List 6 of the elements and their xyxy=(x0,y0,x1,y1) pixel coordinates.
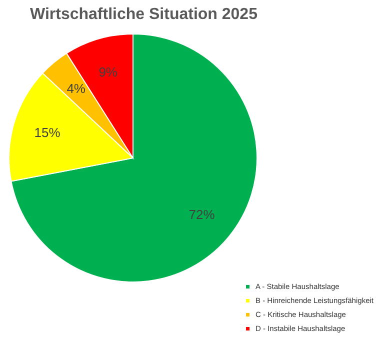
data-label: 4% xyxy=(66,81,86,96)
chart-title: Wirtschaftliche Situation 2025 xyxy=(30,6,258,23)
pie-slice xyxy=(10,34,258,282)
data-label: 15% xyxy=(34,125,61,140)
data-label: 72% xyxy=(188,206,216,222)
data-label: 9% xyxy=(98,64,118,80)
